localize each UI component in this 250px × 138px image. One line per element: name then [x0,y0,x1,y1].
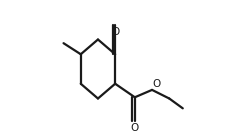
Text: O: O [153,79,161,89]
Text: O: O [111,27,119,37]
Text: O: O [131,123,139,133]
